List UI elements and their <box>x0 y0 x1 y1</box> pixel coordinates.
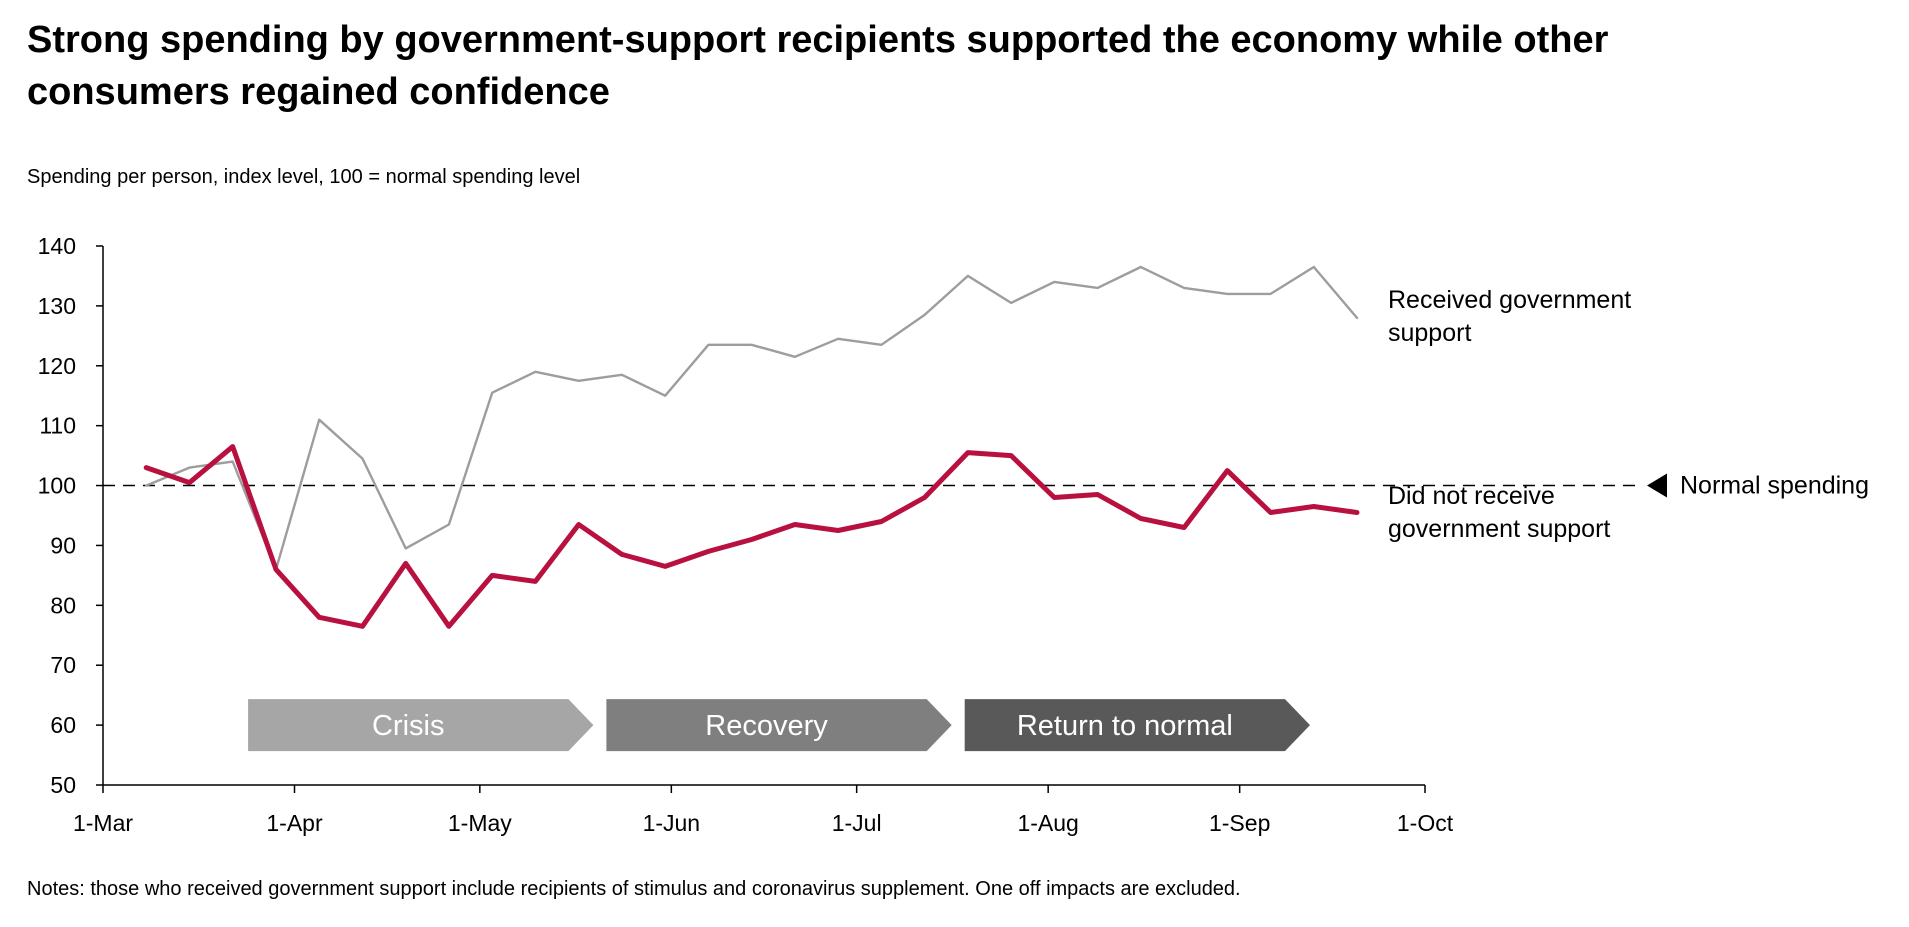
x-tick-label: 1-Mar <box>73 810 133 836</box>
phase-label: Return to normal <box>1017 710 1233 742</box>
y-tick-label: 100 <box>38 473 76 499</box>
y-tick-label: 80 <box>50 592 76 618</box>
phase-chevron <box>964 699 1310 752</box>
series-line <box>144 265 1359 571</box>
y-tick-label: 110 <box>39 413 76 439</box>
y-tick-label: 70 <box>50 652 76 678</box>
y-tick-label: 130 <box>38 293 76 319</box>
series-label: Received government support <box>1388 286 1631 347</box>
x-tick-label: 1-Aug <box>1017 810 1078 836</box>
x-tick-label: 1-Jul <box>832 810 882 836</box>
y-tick-label: 120 <box>38 353 76 379</box>
series-line <box>143 444 1360 629</box>
y-tick-label: 140 <box>38 233 76 259</box>
chart-subtitle: Spending per person, index level, 100 = … <box>27 166 581 188</box>
y-tick-label: 60 <box>50 712 76 738</box>
chart-title: Strong spending by government-support re… <box>27 19 1609 113</box>
series-label: Did not receive government support <box>1388 482 1610 543</box>
reference-arrow <box>1647 473 1667 498</box>
x-tick-label: 1-May <box>448 810 512 836</box>
y-tick-label: 90 <box>50 532 76 558</box>
x-tick-label: 1-Apr <box>266 810 323 836</box>
x-tick-label: 1-Jun <box>643 810 701 836</box>
phase-label: Recovery <box>705 710 828 742</box>
x-tick-label: 1-Sep <box>1209 810 1270 836</box>
x-tick-label: 1-Oct <box>1397 810 1454 836</box>
phase-chevron <box>606 699 952 752</box>
phase-chevron <box>248 699 594 752</box>
chart-notes: Notes: those who received government sup… <box>27 878 1241 900</box>
reference-label: Normal spending <box>1680 472 1869 500</box>
y-tick-label: 50 <box>50 772 76 798</box>
phase-label: Crisis <box>372 710 445 742</box>
